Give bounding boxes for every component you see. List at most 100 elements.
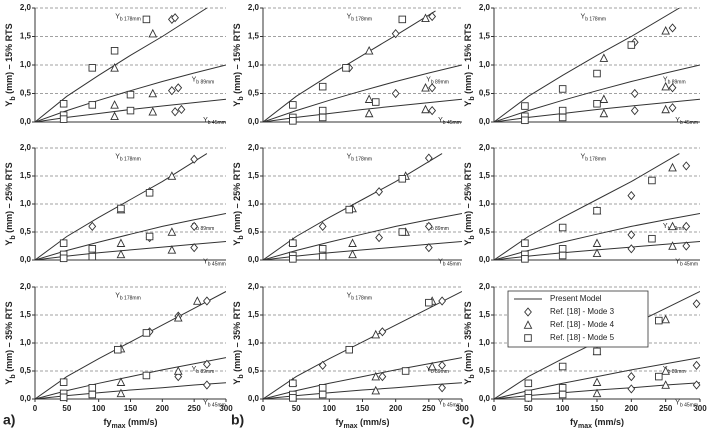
curve-label: Yb 45mm	[438, 400, 461, 409]
curve-label-main: Y	[115, 13, 120, 20]
legend-label: Ref. [18] - Mode 4	[550, 320, 615, 329]
curve-label-main: Y	[663, 223, 668, 230]
curve-label-main: Y	[581, 13, 586, 20]
y-tick-label: 0,5	[20, 227, 32, 236]
triangle-marker	[592, 388, 602, 398]
diamond-marker	[668, 83, 677, 93]
triangle-marker	[364, 45, 374, 55]
y-axis-label-main: Y	[463, 379, 473, 385]
curve-label-main: Y	[347, 13, 352, 20]
y-tick-label: 0,5	[248, 227, 260, 236]
x-tick-label: 50	[292, 404, 301, 413]
triangle-marker	[421, 104, 430, 114]
square-marker	[401, 367, 410, 375]
y-tick-label: 2,0	[479, 282, 491, 291]
x-tick-label: 200	[389, 404, 403, 413]
curve-label: Yb 45mm	[675, 400, 698, 409]
x-tick-label: 150	[590, 404, 604, 413]
triangle-marker	[421, 83, 430, 92]
model-curve	[494, 64, 700, 122]
y-tick-label: 2,0	[479, 143, 491, 152]
model-curve	[35, 213, 226, 260]
square-marker	[648, 234, 656, 243]
triangle-marker	[116, 238, 126, 247]
y-tick-label: 2,0	[479, 3, 491, 12]
triangle-marker	[116, 388, 126, 398]
x-axis-label-main: fy	[570, 417, 578, 427]
y-tick-label: 0,5	[248, 89, 260, 98]
diamond-marker	[174, 372, 183, 382]
diamond-marker	[668, 103, 677, 113]
triangle-marker	[592, 248, 602, 258]
triangle-marker	[661, 104, 670, 114]
square-marker	[318, 252, 327, 261]
y-axis-label: Yb (mm) – 35% RTS	[232, 301, 245, 384]
curve-label-main: Y	[438, 400, 443, 407]
square-marker	[142, 329, 151, 337]
triangle-marker	[371, 329, 381, 339]
curve-label: Yb 178mm	[581, 13, 607, 22]
y-tick-label: 1,0	[20, 338, 32, 347]
x-tick-label: 0	[261, 404, 266, 413]
diamond-marker	[318, 221, 327, 231]
square-marker	[558, 113, 567, 122]
y-tick-label: 1,5	[20, 171, 32, 180]
square-marker	[372, 98, 380, 106]
diamond-marker	[627, 372, 636, 382]
curve-label-main: Y	[192, 366, 197, 373]
triangle-marker	[668, 221, 677, 231]
curve-label: Yb 178mm	[347, 153, 373, 162]
y-axis-label: Yb (mm) – 15% RTS	[463, 23, 476, 106]
triangle-marker	[193, 296, 202, 305]
y-tick-label: 1,0	[248, 60, 260, 69]
curve-label-sub: b 89mm	[431, 80, 449, 86]
y-axis-label-sub: b	[469, 235, 476, 239]
y-tick-label: 2,0	[20, 143, 32, 152]
panel-label: a)	[3, 412, 15, 428]
square-marker	[88, 390, 97, 399]
curve-label: Yb 45mm	[203, 400, 226, 409]
model-curve	[263, 291, 462, 399]
diamond-marker	[428, 11, 437, 22]
curve-label-sub: b 45mm	[443, 262, 461, 268]
curve-label-main: Y	[438, 117, 443, 124]
triangle-marker	[661, 314, 670, 324]
triangle-marker	[148, 28, 158, 38]
y-axis-label: Yb (mm) – 35% RTS	[4, 301, 17, 384]
curve-label-sub: b 89mm	[431, 369, 449, 375]
diamond-marker	[627, 384, 636, 394]
y-axis-label: Yb (mm) – 35% RTS	[463, 301, 476, 384]
y-axis-label-sub: b	[238, 374, 245, 378]
curve-label-sub: b 45mm	[443, 120, 461, 126]
x-tick-label: 300	[455, 404, 469, 413]
square-marker	[145, 232, 154, 241]
legend: Present Model Ref. [18] - Mode 3 Ref. [18]…	[507, 290, 649, 348]
curve-label-main: Y	[347, 153, 352, 160]
y-tick-label: 2,0	[20, 282, 32, 291]
x-tick-label: 100	[556, 404, 570, 413]
x-axis-label-rest: (mm/s)	[358, 417, 390, 427]
curve-label: Yb 45mm	[203, 259, 226, 268]
y-tick-label: 1,0	[20, 199, 32, 208]
curve-label-sub: b 178mm	[351, 17, 372, 23]
triangle-marker	[661, 26, 670, 35]
y-tick-label: 1,0	[248, 199, 260, 208]
square-marker	[521, 116, 529, 125]
y-tick-label: 1,5	[20, 310, 32, 319]
triangle-marker	[371, 385, 381, 395]
square-marker	[627, 41, 636, 49]
diamond-marker	[378, 327, 387, 337]
x-tick-label: 0	[492, 404, 497, 413]
curve-label-main: Y	[675, 117, 680, 124]
x-tick-label: 150	[124, 404, 138, 413]
square-marker	[289, 394, 297, 402]
y-axis-label-sub: b	[10, 96, 17, 100]
curve-label: Yb 45mm	[438, 117, 461, 126]
y-tick-label: 1,5	[248, 32, 260, 41]
curve-label-sub: b 178mm	[351, 296, 372, 302]
y-axis-label-rest: (mm) – 15% RTS	[463, 23, 473, 96]
y-axis-label-main: Y	[4, 240, 14, 246]
y-axis-label-rest: (mm) – 35% RTS	[232, 301, 242, 374]
